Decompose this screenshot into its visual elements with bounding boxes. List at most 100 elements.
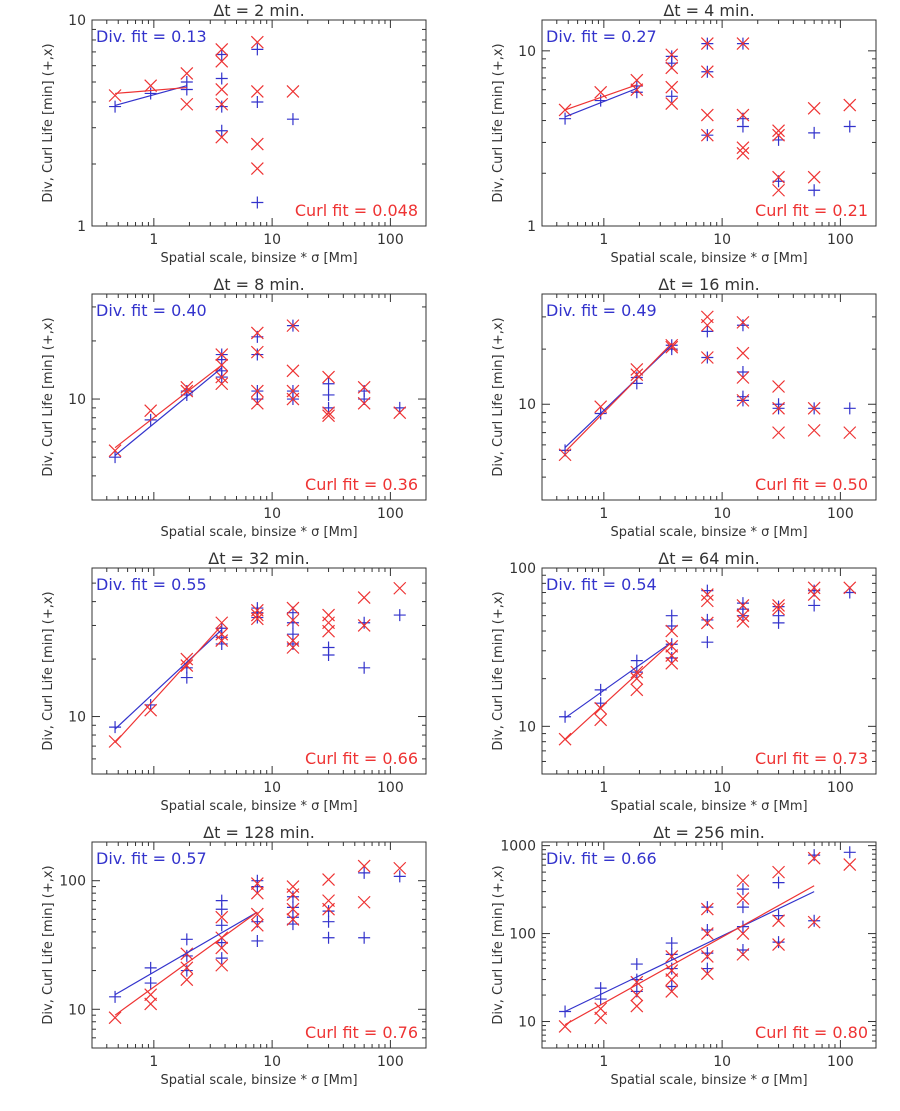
curl-point-marker [630,999,644,1013]
panel-title: Δt = 16 min. [658,275,760,294]
div-fit-label: Div. fit = 0.57 [96,849,207,868]
y-axis-label: Div, Curl Life [min] (+,x) [41,591,56,750]
panel-title: Δt = 128 min. [203,823,315,842]
div-point-marker [772,616,785,629]
y-tick-label: 100 [509,561,536,577]
div-point-marker [286,616,299,629]
div-fit-label: Div. fit = 0.66 [546,849,657,868]
x-tick-label: 1 [149,232,158,248]
div-point-marker [251,880,264,893]
curl-point-marker [630,665,644,679]
div-point-marker [322,905,335,918]
curl-point-marker [772,865,785,879]
curl-point-marker [736,599,750,612]
x-tick-label: 100 [827,1054,854,1070]
curl-point-marker [286,613,300,627]
y-axis-label: Div, Curl Life [min] (+,x) [41,317,56,476]
curl-point-marker [736,146,750,160]
panel-4: 1 10 100 10 Spatial scale, binsize * σ [Mm] D… [491,275,877,540]
curl-point-marker [807,581,821,595]
curl-point-marker [594,400,608,414]
curl-point-marker [807,915,821,929]
panel-6: 1 10 100 10 100 Spatial scale, binsize * σ [M… [491,549,877,814]
div-point-marker [808,914,821,927]
curl-point-marker [250,918,264,932]
y-tick-label: 10 [518,1015,536,1031]
div-fit-line [114,911,258,996]
curl-point-marker [250,384,264,398]
y-axis-label: Div, Curl Life [min] (+,x) [41,43,56,202]
div-point-marker [559,710,572,723]
curl-point-marker [665,340,679,354]
curl-point-marker [215,83,229,96]
curl-fit-line [114,625,223,744]
curl-point-marker [215,941,229,955]
curl-point-marker [807,101,821,115]
div-point-marker [322,649,335,662]
x-axis-label: Spatial scale, binsize * σ [Mm] [610,251,807,266]
curl-point-marker [286,912,300,926]
curl-point-marker [286,364,300,378]
div-point-marker [630,958,643,971]
curl-point-marker [772,124,785,138]
curl-point-marker [250,396,264,410]
x-tick-label: 10 [263,506,281,522]
y-axis-label: Div, Curl Life [min] (+,x) [491,591,506,750]
div-fit-line [564,641,673,719]
curl-point-marker [700,616,714,630]
curl-point-marker [594,713,608,727]
div-point-marker [736,883,749,896]
curl-point-marker [215,42,229,56]
div-point-marker [180,964,193,977]
curl-point-marker [558,732,572,746]
curl-point-marker [108,1011,122,1025]
div-point-marker [109,990,122,1003]
curl-fit-label: Curl fit = 0.048 [295,201,418,220]
curl-point-marker [180,659,194,672]
panel-title: Δt = 4 min. [663,1,754,20]
div-point-marker [808,184,821,197]
div-point-marker [843,402,856,415]
div-point-marker [144,961,157,974]
x-tick-label: 1 [599,506,608,522]
curl-point-marker [772,183,785,197]
curl-point-marker [180,67,194,80]
div-point-marker [808,599,821,612]
curl-point-marker [665,624,679,638]
div-point-marker [630,371,643,384]
x-tick-label: 100 [377,780,404,796]
plot-frame [91,841,427,1049]
div-fit-label: Div. fit = 0.40 [96,301,207,320]
x-tick-label: 10 [713,1054,731,1070]
div-point-marker [322,377,335,390]
div-point-marker [701,325,714,338]
div-point-marker [286,113,299,126]
curl-point-marker [393,581,407,595]
curl-point-marker [215,358,229,372]
div-point-marker [665,937,678,950]
curl-point-marker [665,639,679,653]
panel-7: 1 10 100 10 100 Spatial scale, binsize * σ [M… [41,823,427,1088]
curl-point-marker [558,103,572,117]
y-tick-label: 10 [68,710,86,726]
curl-point-marker [250,162,264,176]
panel-8: 1 10 100 10 100 1000 Spatial scale, binsize * … [491,823,877,1088]
div-point-marker [630,654,643,667]
curl-fit-line [564,885,815,1026]
div-point-marker [808,849,821,862]
y-tick-label: 10 [518,719,536,735]
div-point-marker [358,866,371,879]
div-point-marker [594,982,607,995]
div-point-marker [215,952,228,965]
curl-point-marker [594,1002,608,1016]
curl-point-marker [357,895,371,909]
curl-point-marker [286,902,300,916]
div-point-marker [665,638,678,651]
curl-fit-label: Curl fit = 0.36 [305,475,418,494]
curl-point-marker [357,380,371,394]
x-tick-label: 10 [713,232,731,248]
x-axis-label: Spatial scale, binsize * σ [Mm] [160,1073,357,1088]
curl-point-marker [736,37,750,51]
curl-point-marker [215,616,229,630]
curl-point-marker [322,406,335,420]
